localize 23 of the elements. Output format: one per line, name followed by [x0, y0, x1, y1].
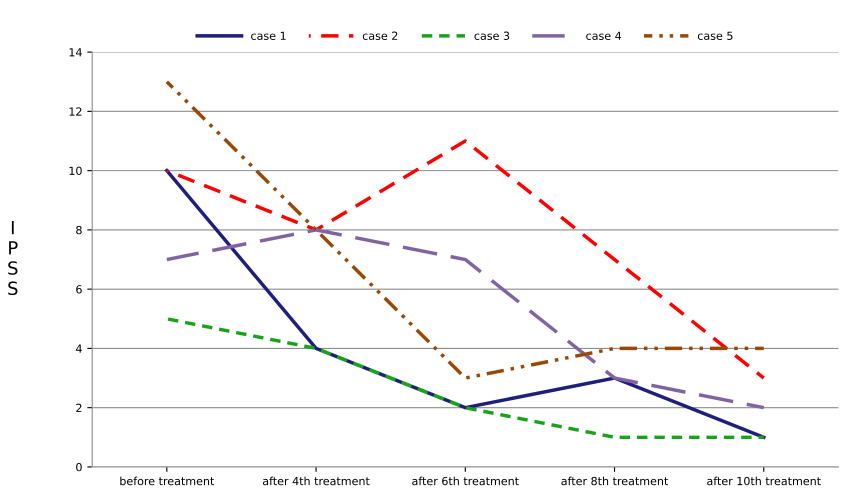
line-series [165, 80, 766, 380]
y-tick-label: 8 [76, 226, 82, 234]
x-tick-label: after 8th treatment [561, 476, 668, 486]
y-tick-label: 4 [76, 344, 82, 353]
legend-label: case 5 [698, 32, 732, 40]
legend-label: case 1 [251, 32, 286, 40]
y-tick-label: 10 [70, 166, 82, 176]
legend-label: case 3 [474, 32, 510, 40]
line-series [165, 317, 766, 440]
y-tick-label: 0 [76, 462, 82, 472]
line-series [165, 228, 766, 410]
y-tick-label: 12 [70, 107, 82, 116]
legend-label: case 4 [586, 32, 622, 40]
y-tick-label: 6 [76, 285, 82, 294]
line-series [165, 139, 766, 380]
x-tick-label: before treatment [120, 476, 214, 486]
y-tick-label: 14 [70, 48, 82, 56]
y-tick-label: 2 [76, 404, 82, 412]
x-tick-label: after 10th treatment [707, 476, 821, 486]
y-axis-title: IPSS [8, 221, 18, 296]
x-tick-label: after 4th treatment [262, 476, 370, 486]
x-tick-label: after 6th treatment [412, 476, 519, 486]
legend-label: case 2 [362, 32, 398, 40]
